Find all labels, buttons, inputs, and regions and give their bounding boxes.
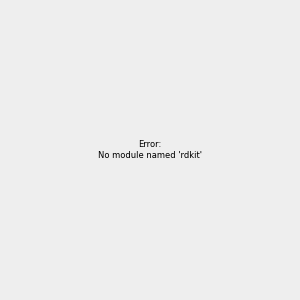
Text: Error:
No module named 'rdkit': Error: No module named 'rdkit' (98, 140, 202, 160)
